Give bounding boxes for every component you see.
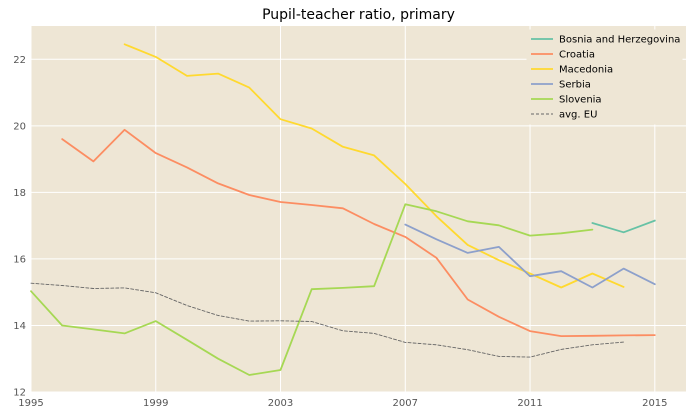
series-line-serbia — [404, 223, 656, 289]
legend-label-bosnia-and-herzegovina: Bosnia and Herzegovina — [559, 35, 680, 46]
x-tick-label: 1999 — [143, 398, 168, 409]
legend-box — [526, 29, 683, 125]
series-line-avg-eu — [30, 282, 625, 358]
series-line-macedonia — [123, 43, 625, 289]
y-tick-label: 20 — [13, 121, 26, 132]
axes: 12 14 16 18 20 22 1995 1999 2003 2007 2011 2015 — [13, 55, 667, 409]
series-line-slovenia — [30, 203, 594, 376]
x-tick-label: 1995 — [18, 398, 43, 409]
legend-label-serbia: Serbia — [559, 80, 591, 91]
y-tick-label: 12 — [13, 388, 26, 399]
legend-label-slovenia: Slovenia — [559, 95, 602, 106]
legend: Bosnia and Herzegovina Croatia Macedonia Se… — [526, 29, 683, 125]
x-tick-label: 2003 — [268, 398, 293, 409]
x-tick-label: 2007 — [393, 398, 418, 409]
legend-label-macedonia: Macedonia — [559, 65, 613, 76]
y-tick-label: 14 — [13, 321, 26, 332]
y-tick-label: 16 — [13, 254, 26, 265]
series-lines — [30, 43, 656, 376]
y-tick-label: 22 — [13, 55, 26, 66]
series-line-bosnia-and-herzegovina — [591, 219, 656, 234]
legend-label-avg-eu: avg. EU — [559, 110, 597, 121]
legend-label-croatia: Croatia — [559, 50, 595, 61]
series-line-croatia — [61, 128, 656, 337]
x-tick-label: 2011 — [517, 398, 542, 409]
chart-title: Pupil-teacher ratio, primary — [262, 7, 455, 23]
y-tick-label: 18 — [13, 188, 26, 199]
x-tick-label: 2015 — [642, 398, 667, 409]
